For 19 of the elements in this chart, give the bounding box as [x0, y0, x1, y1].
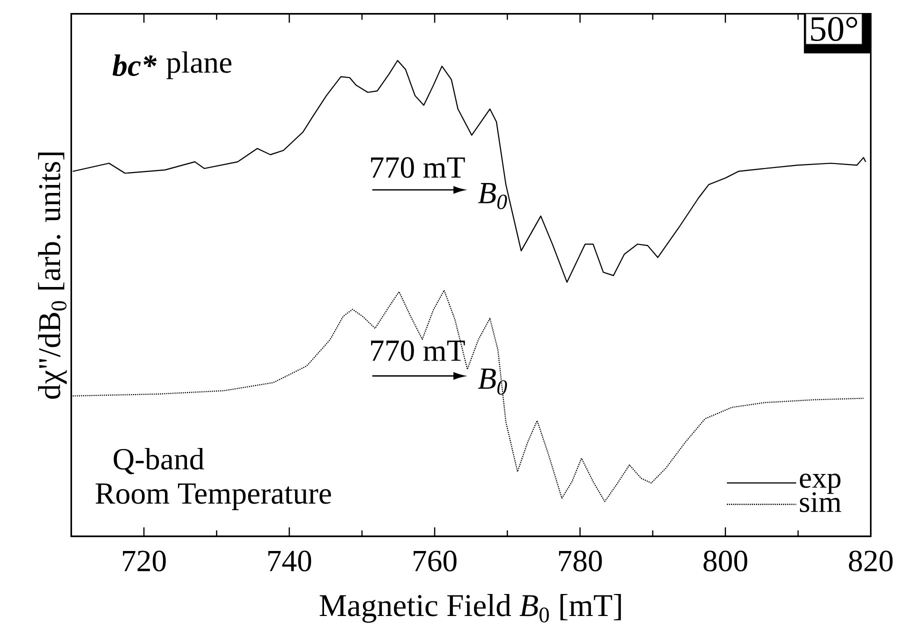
annotation: B$_{0}$ — [478, 368, 507, 395]
x-tick-label: 740 — [268, 550, 312, 572]
y-axis-title: dχ"/dB$_{0}$ [arb. units] — [38, 152, 67, 399]
annotation: 770 mT — [371, 157, 465, 178]
x-tick-label: 780 — [559, 550, 602, 572]
x-tick-label: 760 — [414, 550, 457, 572]
x-axis-title: Magnetic Field B$_{0}$ [mT] — [320, 594, 621, 623]
annotation: B$_{0}$ — [478, 182, 507, 210]
x-tick-label: 820 — [848, 550, 893, 572]
annotation: 770 mT — [371, 340, 465, 361]
x-tick-label: 800 — [704, 550, 748, 572]
annotation: plane — [166, 51, 232, 80]
annotation: Q-band — [114, 448, 204, 474]
text: 50° — [811, 16, 858, 41]
legend-label: sim — [800, 492, 842, 512]
x-tick-label: 720 — [122, 550, 166, 572]
legend-label: exp — [800, 474, 840, 494]
annotation: bc* — [112, 54, 157, 76]
annotation: Room Temperature — [96, 483, 331, 510]
